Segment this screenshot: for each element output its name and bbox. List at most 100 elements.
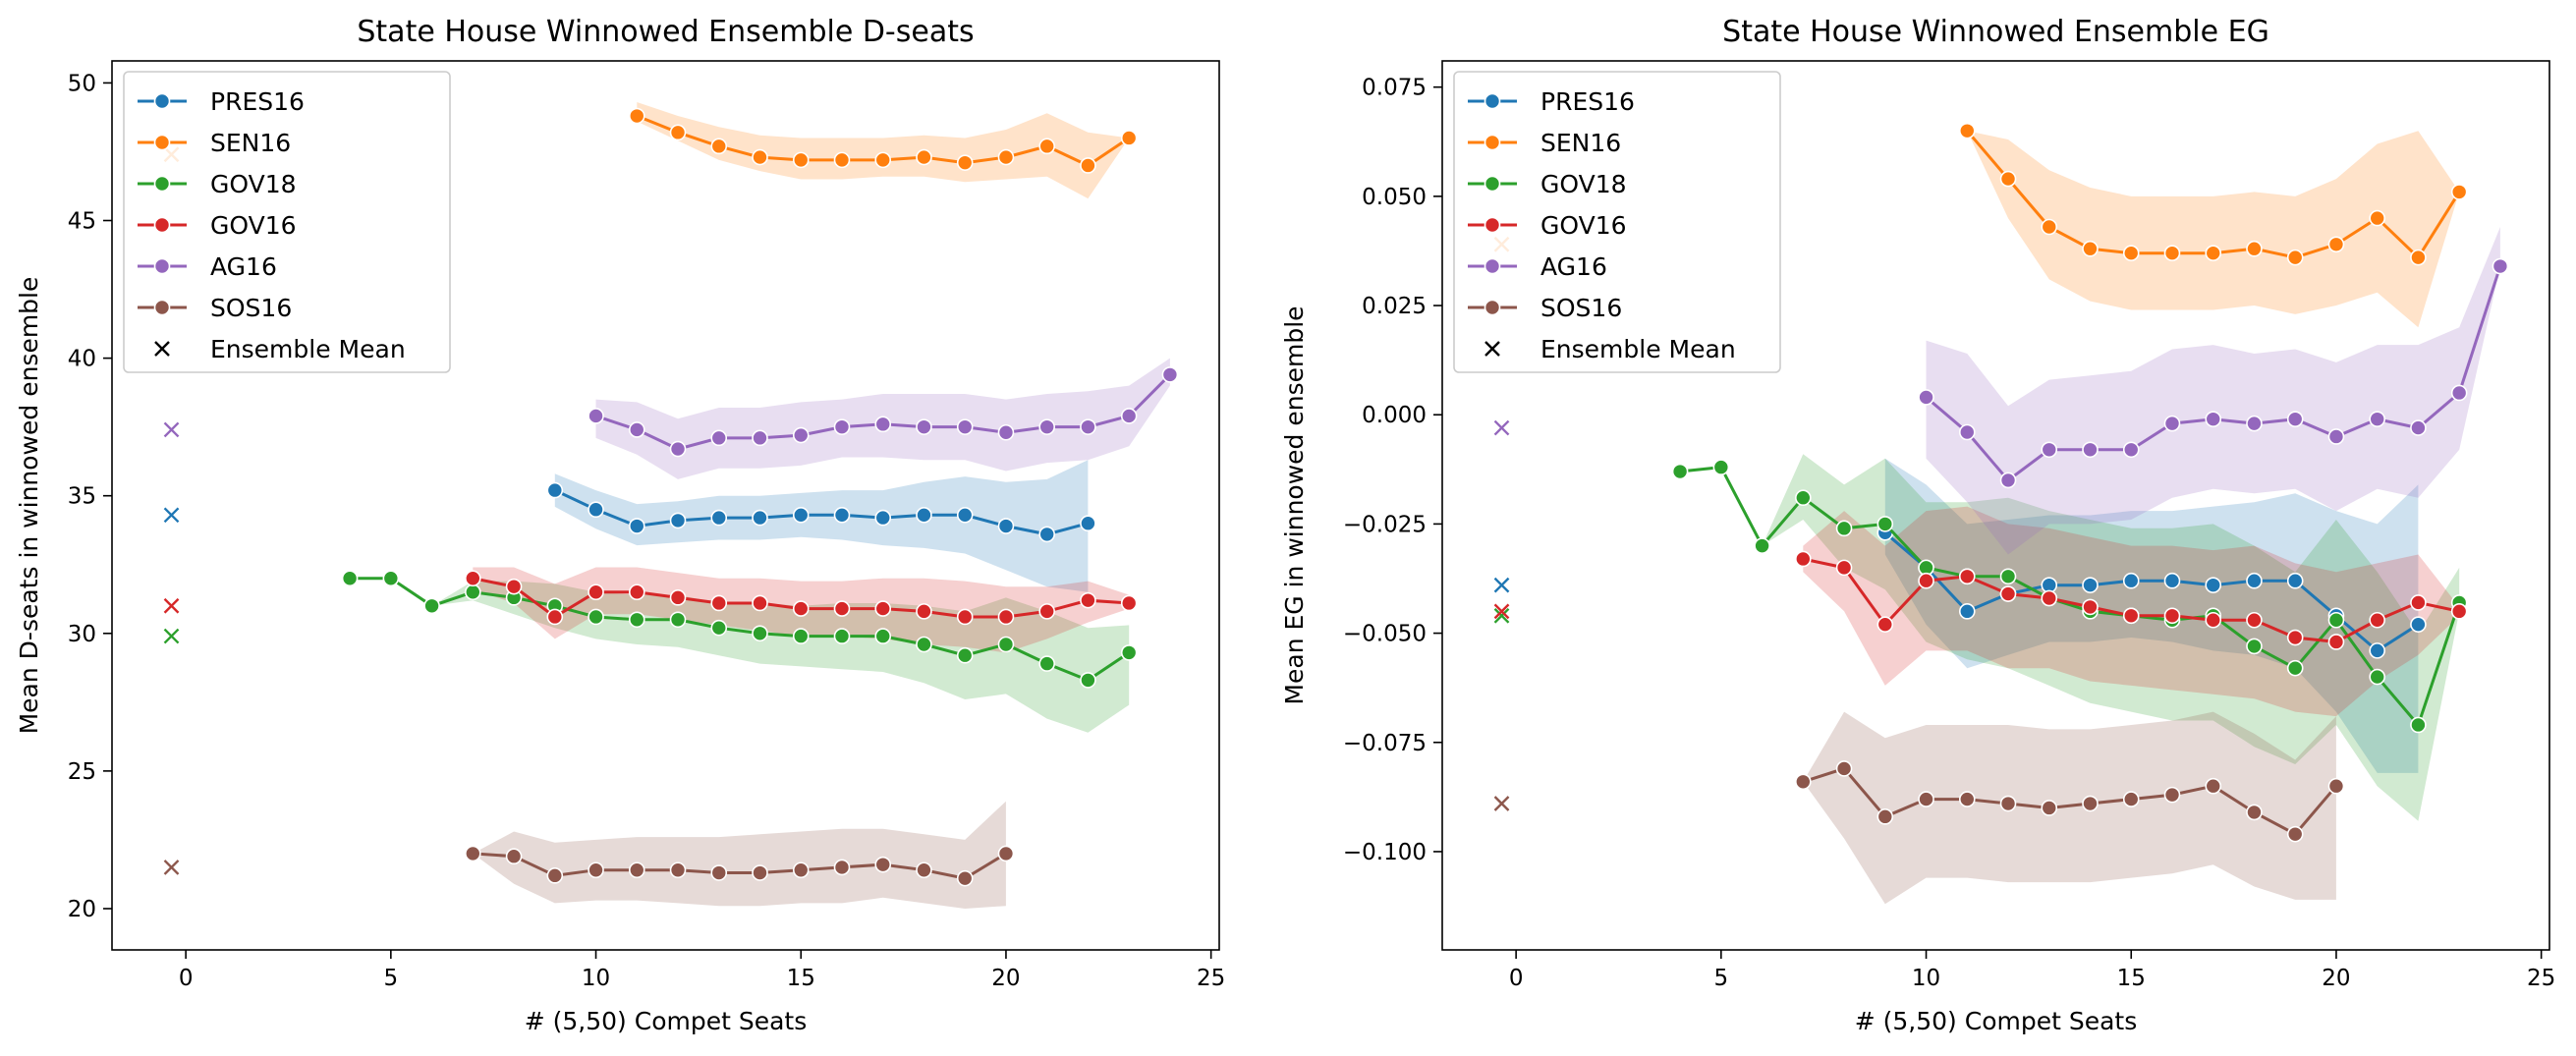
- x-tick-label: 5: [1714, 966, 1729, 991]
- legend-marker: [153, 175, 171, 193]
- point-ag16: [1958, 423, 1976, 441]
- legend-label-gov16: GOV16: [210, 211, 297, 240]
- point-sen16: [2410, 249, 2427, 266]
- point-sen16: [997, 148, 1015, 166]
- point-gov16: [833, 600, 851, 617]
- legend-marker: [1484, 175, 1501, 193]
- point-gov16: [1835, 559, 1853, 577]
- point-pres16: [874, 509, 892, 527]
- point-pres16: [833, 507, 851, 524]
- point-pres16: [752, 509, 768, 527]
- legend-label-ensemble-mean: Ensemble Mean: [210, 335, 406, 363]
- point-ag16: [1080, 418, 1096, 435]
- point-gov18: [1038, 655, 1055, 672]
- point-gov18: [588, 608, 604, 626]
- x-tick-label: 25: [1197, 966, 1225, 991]
- band-pres16: [554, 460, 1089, 592]
- point-pres16: [1080, 515, 1096, 532]
- band-sos16: [1803, 711, 2336, 905]
- point-ag16: [833, 418, 851, 435]
- point-gov18: [752, 625, 768, 642]
- point-sos16: [588, 861, 604, 879]
- point-sos16: [752, 864, 768, 881]
- point-pres16: [1958, 603, 1976, 620]
- point-gov16: [2327, 634, 2345, 650]
- point-ag16: [874, 416, 892, 433]
- legend-label-ag16: AG16: [210, 252, 277, 281]
- legend-label-gov18: GOV18: [210, 170, 297, 198]
- point-ag16: [997, 423, 1015, 441]
- y-tick-label: −0.075: [1343, 731, 1427, 756]
- point-sos16: [1999, 795, 2017, 812]
- legend-marker: [1484, 134, 1501, 151]
- point-pres16: [2163, 572, 2181, 589]
- point-ag16: [1999, 472, 2017, 489]
- point-pres16: [2205, 577, 2222, 593]
- x-tick-label: 0: [1509, 966, 1524, 991]
- legend-box: [1453, 71, 1781, 373]
- x-axis-label: # (5,50) Compet Seats: [525, 1007, 808, 1035]
- point-gov16: [505, 578, 523, 595]
- point-pres16: [916, 507, 932, 524]
- point-gov16: [2122, 607, 2140, 625]
- point-pres16: [2369, 642, 2385, 659]
- y-axis-label: Mean EG in winnowed ensemble: [1280, 306, 1309, 704]
- point-sen16: [710, 138, 728, 155]
- point-gov16: [669, 589, 687, 606]
- y-tick-label: 0.025: [1362, 294, 1427, 319]
- point-ag16: [956, 418, 974, 435]
- point-ag16: [1038, 418, 1055, 435]
- point-gov18: [2327, 611, 2345, 629]
- point-gov18: [792, 628, 810, 644]
- point-pres16: [997, 518, 1015, 534]
- point-sen16: [1999, 170, 2017, 188]
- legend-label-pres16: PRES16: [1540, 87, 1635, 116]
- point-gov16: [1038, 603, 1055, 620]
- point-gov18: [1795, 489, 1812, 507]
- point-gov18: [1712, 459, 1730, 475]
- y-tick-label: 35: [68, 484, 96, 510]
- point-ag16: [792, 426, 810, 444]
- legend-marker: [153, 92, 171, 110]
- x-tick-label: 15: [2117, 966, 2146, 991]
- point-ag16: [2450, 384, 2468, 402]
- point-sos16: [2327, 777, 2345, 795]
- point-gov18: [1120, 644, 1138, 661]
- point-pres16: [546, 481, 564, 499]
- point-ag16: [628, 421, 645, 438]
- point-sen16: [1120, 130, 1138, 146]
- point-gov16: [2205, 611, 2222, 629]
- point-gov18: [2410, 716, 2427, 734]
- ensemble-mean-gov16: [1493, 603, 1510, 620]
- ensemble-mean-gov18: [163, 628, 180, 644]
- point-gov18: [382, 570, 400, 587]
- point-sos16: [2163, 786, 2181, 804]
- point-gov16: [1918, 572, 1934, 589]
- panel-eg: 0 5 10 15 20 25 0.075 0.050 0.025 0.000 −0.025 −0.0…: [1280, 15, 2555, 1035]
- y-tick-label: −0.100: [1343, 840, 1427, 865]
- point-gov18: [341, 570, 359, 587]
- point-gov16: [2082, 598, 2099, 616]
- point-sos16: [2246, 804, 2263, 821]
- point-gov18: [710, 619, 728, 637]
- point-sen16: [2082, 240, 2099, 257]
- point-sen16: [1958, 122, 1976, 139]
- chart-title: State House Winnowed Ensemble EG: [1722, 15, 2269, 49]
- legend: PRES16 SEN16 GOV18 GOV16 AG16 SOS16 Ensemble M…: [123, 71, 451, 373]
- point-sos16: [1835, 760, 1853, 777]
- point-sen16: [628, 107, 645, 125]
- plot-area: [1493, 122, 2509, 905]
- point-gov18: [874, 628, 892, 644]
- legend-marker: [1484, 92, 1501, 110]
- point-gov18: [2246, 638, 2263, 655]
- point-sen16: [956, 154, 974, 171]
- point-sen16: [2041, 218, 2058, 236]
- band-sen16: [637, 102, 1130, 199]
- point-pres16: [2410, 616, 2427, 633]
- x-tick-label: 20: [2322, 966, 2350, 991]
- point-gov16: [997, 608, 1015, 626]
- point-gov16: [628, 584, 645, 601]
- point-ag16: [2327, 428, 2345, 445]
- panel-dseats: 0 5 10 15 20 25 20 25 30 35 40 45 50 State House Winn…: [15, 15, 1225, 1035]
